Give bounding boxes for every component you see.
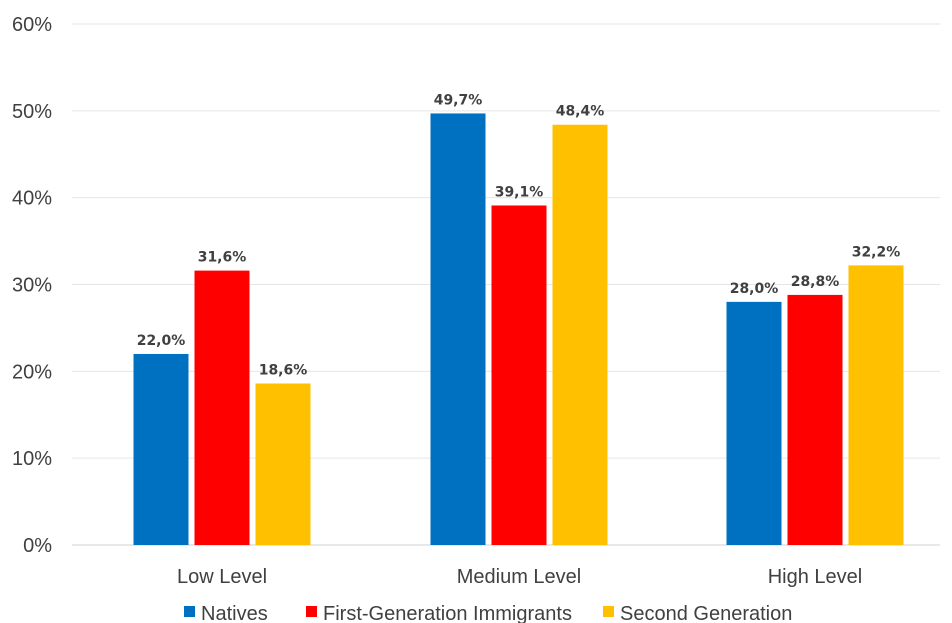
y-tick-label: 0% [23,535,52,557]
bar-natives-low-level [133,353,189,545]
legend-label: Second Generation [620,603,792,623]
x-axis-categories: Low Level Medium Level High Level [177,566,862,588]
data-label: 18,6% [259,362,308,378]
legend: Natives First-Generation Immigrants Second… [184,603,792,623]
bar-natives-medium-level [430,113,486,546]
bar-first-generation-immigrants-medium-level [491,205,547,545]
bars [133,113,904,546]
legend-label: First-Generation Immigrants [323,603,572,623]
bar-first-generation-immigrants-low-level [194,270,250,545]
data-label: 28,8% [791,274,840,290]
data-labels: 22,0% 31,6% 18,6% 49,7% 39,1% 48,4% 28,0% 28,8%… [137,92,901,378]
legend-swatch [184,606,195,617]
category-label: High Level [768,566,863,588]
legend-swatch [603,606,614,617]
y-tick-label: 50% [12,101,52,123]
data-label: 49,7% [434,92,483,108]
y-tick-label: 10% [12,448,52,470]
category-label: Medium Level [457,566,582,588]
bar-second-generation-medium-level [552,124,608,545]
y-tick-label: 20% [12,361,52,383]
legend-label: Natives [201,603,268,623]
bar-second-generation-high-level [848,265,904,545]
y-tick-label: 60% [12,14,52,36]
data-label: 39,1% [495,184,544,200]
bar-second-generation-low-level [255,383,311,545]
y-axis-ticks: 0% 10% 20% 30% 40% 50% 60% [12,14,52,557]
data-label: 48,4% [556,104,605,120]
bar-first-generation-immigrants-high-level [787,294,843,545]
data-label: 22,0% [137,333,186,349]
data-label: 28,0% [730,281,779,297]
data-label: 31,6% [198,250,247,266]
bar-natives-high-level [726,301,782,545]
y-tick-label: 30% [12,275,52,297]
legend-swatch [306,606,317,617]
data-label: 32,2% [852,244,901,260]
y-tick-label: 40% [12,188,52,210]
category-label: Low Level [177,566,267,588]
